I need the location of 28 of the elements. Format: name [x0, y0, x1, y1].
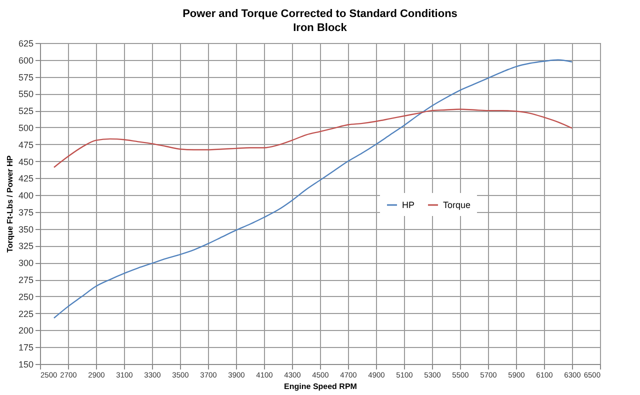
- y-tick-label: 575: [18, 72, 34, 82]
- y-tick-label: 425: [18, 174, 34, 184]
- y-tick-label: 275: [18, 275, 34, 286]
- line-series: [53, 59, 573, 319]
- y-tick-label: 600: [18, 55, 34, 66]
- legend-label: HP: [402, 200, 415, 210]
- y-tick-label: 475: [18, 140, 34, 150]
- y-tick-label: 250: [18, 292, 34, 302]
- y-tick-label: 300: [18, 258, 34, 268]
- y-tick-label: 325: [18, 241, 34, 252]
- y-tick-label: 200: [18, 326, 34, 336]
- y-tick-label: 350: [18, 224, 34, 234]
- y-tick-label: 525: [18, 106, 34, 116]
- y-tick-label: 175: [18, 342, 34, 353]
- y-tick-label: 225: [18, 308, 34, 319]
- y-tick-label: 375: [18, 207, 34, 218]
- legend-label: Torque: [443, 200, 471, 210]
- y-tick-label: 500: [18, 122, 34, 133]
- y-tick-label: 550: [18, 89, 34, 100]
- x-axis-title: Engine Speed RPM: [284, 382, 358, 391]
- y-tick-label: 625: [18, 38, 34, 48]
- chart-title: Power and Torque Corrected to Standard Conditions: [182, 8, 458, 20]
- y-tick-label: 450: [18, 156, 34, 167]
- chart-subtitle: Iron Block: [293, 22, 348, 34]
- y-axis-title: Torque Ft-Lbs / Power HP: [5, 154, 14, 253]
- y-tick-label: 400: [18, 190, 34, 201]
- y-tick-label: 150: [18, 360, 34, 370]
- line-series: [53, 108, 573, 168]
